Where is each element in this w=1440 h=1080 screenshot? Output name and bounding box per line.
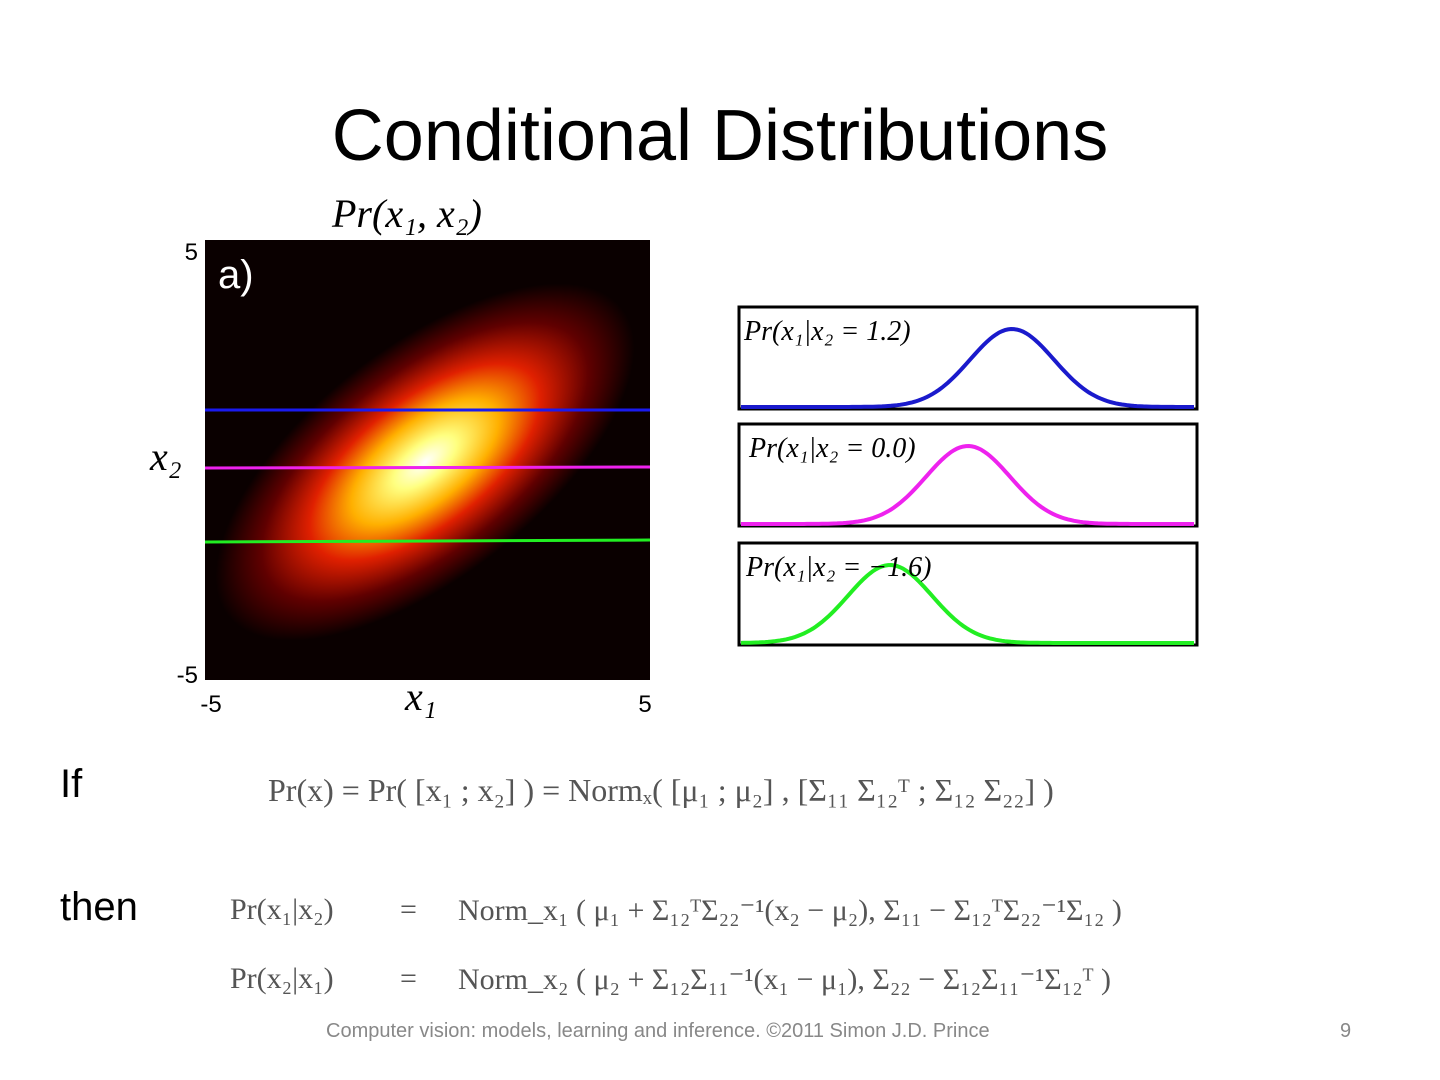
- density-curve: [740, 562, 1194, 645]
- conditional-label: Pr(x₁|x₂ = 1.2): [743, 316, 911, 347]
- tick-label: -5: [200, 691, 221, 718]
- density-curve: [741, 443, 1194, 526]
- title: Conditional Distributions: [331, 96, 1109, 176]
- equals: =: [400, 893, 417, 926]
- conditional-label: Pr(x₁|x₂ = 0.0): [748, 433, 916, 464]
- conditional-label: Pr(x₁|x₂ = −1.6): [745, 552, 931, 583]
- tick-label: -5: [177, 662, 198, 689]
- footer: Computer vision: models, learning and in…: [326, 1020, 990, 1042]
- axis-label: x₁: [404, 674, 437, 719]
- tick-label: 5: [185, 239, 198, 266]
- plot-frame: [737, 422, 1199, 528]
- heatmap-blob: [215, 283, 635, 641]
- conditional-plots: Pr(x₁|x₂ = 1.2) Pr(x₁|x₂ = 0.0) Pr(x₁|x₂ =…: [737, 305, 1199, 647]
- axis-label: x₂: [149, 434, 182, 479]
- density-curve: [741, 326, 1194, 409]
- tick-label: 5: [638, 691, 651, 718]
- plot-frame: [737, 305, 1199, 411]
- panel-label: a): [218, 253, 254, 297]
- equals: =: [400, 962, 417, 995]
- then-rhs: Norm_x₁ ( μ₁ + Σ₁₂ᵀΣ₂₂⁻¹(x₂ − μ₂), Σ₁₁ −…: [458, 894, 1122, 927]
- if-equation: Pr(x) = Pr( [x₁ ; x₂] ) = Normₓ( [μ₁ ; μ…: [268, 772, 1054, 808]
- slice-line: [205, 465, 650, 470]
- then-lhs: Pr(x₁|x₂): [230, 893, 334, 926]
- then-rhs: Norm_x₂ ( μ₂ + Σ₁₂Σ₁₁⁻¹(x₁ − μ₁), Σ₂₂ − …: [458, 963, 1112, 996]
- if-label: If: [60, 762, 83, 806]
- slice-line: [205, 538, 650, 544]
- then-label: then: [60, 885, 138, 929]
- page-number: 9: [1340, 1020, 1352, 1042]
- joint-label: Pr(x₁, x₂): [332, 191, 482, 236]
- then-lhs: Pr(x₂|x₁): [230, 962, 334, 995]
